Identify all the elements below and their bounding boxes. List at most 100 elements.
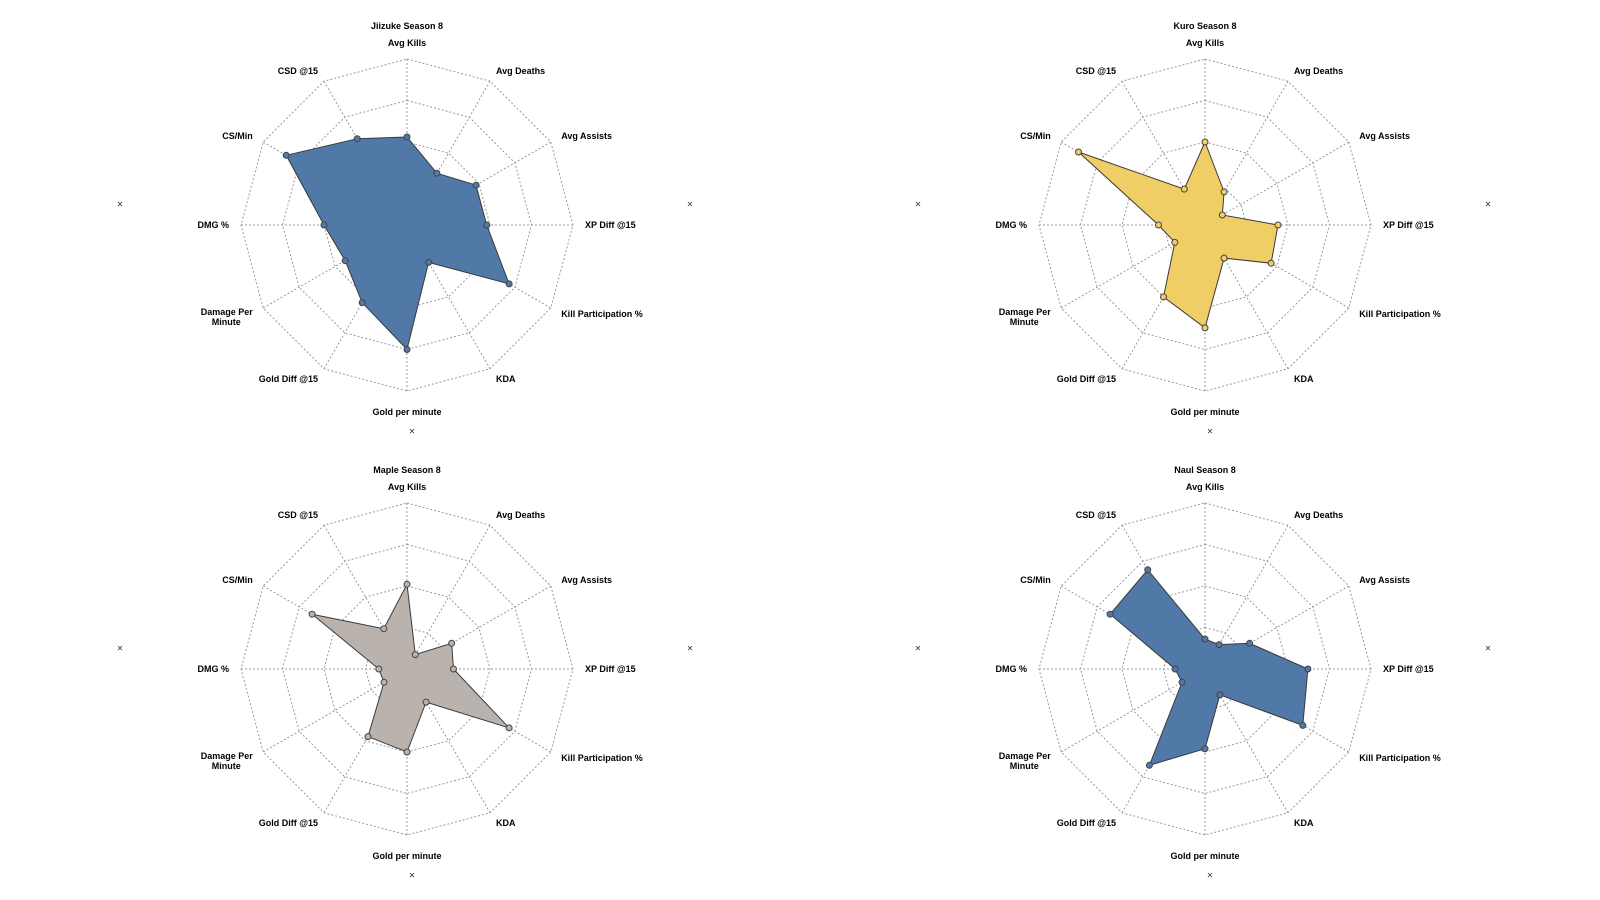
radar-chart: Maple Season 8 Avg Kills Avg Deaths Avg Ass… [117,465,694,880]
axis-label: CS/Min [1020,575,1051,585]
data-point [403,346,411,353]
chart-title: Naul Season 8 [1174,465,1236,475]
data-point [380,625,388,633]
data-point [403,748,411,756]
corner-mark: ✕ [117,200,124,209]
axis-label: KDA [496,818,516,828]
data-point [1171,665,1179,673]
axis-label: CSD @15 [1076,510,1116,520]
axis-label: Avg Assists [561,575,612,585]
data-point [308,610,316,618]
data-point [472,181,480,189]
axis-label-line: Damage Per [999,307,1052,317]
corner-mark: ✕ [1485,200,1492,209]
data-point [1215,641,1223,649]
data-point [1299,721,1307,729]
axis-label: Damage Per Minute [999,751,1052,771]
axis-label: DMG % [198,220,230,230]
axis-label: Damage Per Minute [201,307,254,327]
corner-mark: ✕ [915,644,922,653]
axis-label: DMG % [996,220,1028,230]
series-area [311,582,511,753]
axis-label: CSD @15 [278,510,318,520]
data-point [358,299,366,307]
data-point [411,651,419,659]
data-point [403,133,411,141]
data-point [380,678,388,686]
axis-label: Avg Deaths [496,510,545,520]
data-point [375,665,383,673]
series-area [1109,569,1309,767]
data-point [450,665,457,673]
axis-label: KDA [496,374,516,384]
data-point [1178,678,1186,686]
axis-label: Kill Participation % [1359,309,1441,319]
axis-label: XP Diff @15 [585,664,636,674]
axis-label: Gold Diff @15 [259,374,318,384]
data-point [1145,761,1153,769]
data-point [1246,639,1254,647]
axis-label: Avg Deaths [1294,510,1343,520]
corner-mark: ✕ [687,200,694,209]
data-point [1218,211,1226,219]
data-point [1155,221,1162,229]
axis-label: CS/Min [1020,131,1051,141]
corner-mark: ✕ [915,200,922,209]
data-point [1216,691,1224,699]
data-point [1075,148,1082,156]
data-point [1201,138,1209,146]
data-point [505,280,513,288]
corner-mark: ✕ [1485,644,1492,653]
chart-title: Maple Season 8 [373,465,441,475]
data-point [1274,221,1282,229]
axis-label: Gold Diff @15 [1057,818,1116,828]
axis-label: Kill Participation % [561,309,643,319]
data-point [505,724,513,732]
axis-label-line: Damage Per [201,751,254,761]
data-point [433,169,441,177]
corner-mark: ✕ [409,427,416,436]
corner-mark: ✕ [1207,427,1214,436]
data-point [1220,188,1228,196]
data-point [422,698,430,706]
axis-label: Gold per minute [1170,851,1239,861]
axis-label: CS/Min [222,131,253,141]
radar-chart: Jiizuke Season 8 Avg Kills Avg Deaths Avg A… [117,21,694,436]
data-point [364,733,372,741]
axis-label: Avg Deaths [1294,66,1343,76]
axis-label: Gold per minute [372,851,441,861]
data-point [403,580,411,588]
data-point [448,639,456,647]
data-point [353,135,361,143]
axis-label: Avg Kills [388,482,426,492]
corner-mark: ✕ [687,644,694,653]
data-point [1144,566,1152,574]
axis-label: CS/Min [222,575,253,585]
axis-label: DMG % [198,664,230,674]
data-point [1220,254,1228,262]
axis-label: Avg Assists [561,131,612,141]
axis-label: Gold per minute [1170,407,1239,417]
data-point [1267,259,1275,267]
axis-label: KDA [1294,818,1314,828]
axis-label: CSD @15 [1076,66,1116,76]
axis-label: DMG % [996,664,1028,674]
data-point [341,257,349,265]
axis-label: Damage Per Minute [999,307,1052,327]
data-point [282,151,290,159]
radar-chart: Kuro Season 8 Avg Kills Avg Deaths Avg Assi… [915,21,1492,436]
axis-label: Avg Kills [1186,38,1224,48]
axis-label: Avg Kills [388,38,426,48]
axis-label: Avg Kills [1186,482,1224,492]
data-point [1180,185,1188,193]
data-point [1106,610,1114,618]
data-point [320,221,328,229]
data-point [1201,635,1209,643]
axis-label: Avg Deaths [496,66,545,76]
data-point [483,221,491,229]
series-area [1078,140,1279,329]
axis-label: Avg Assists [1359,131,1410,141]
axis-label: XP Diff @15 [1383,220,1434,230]
axis-label-line: Minute [1010,761,1039,771]
